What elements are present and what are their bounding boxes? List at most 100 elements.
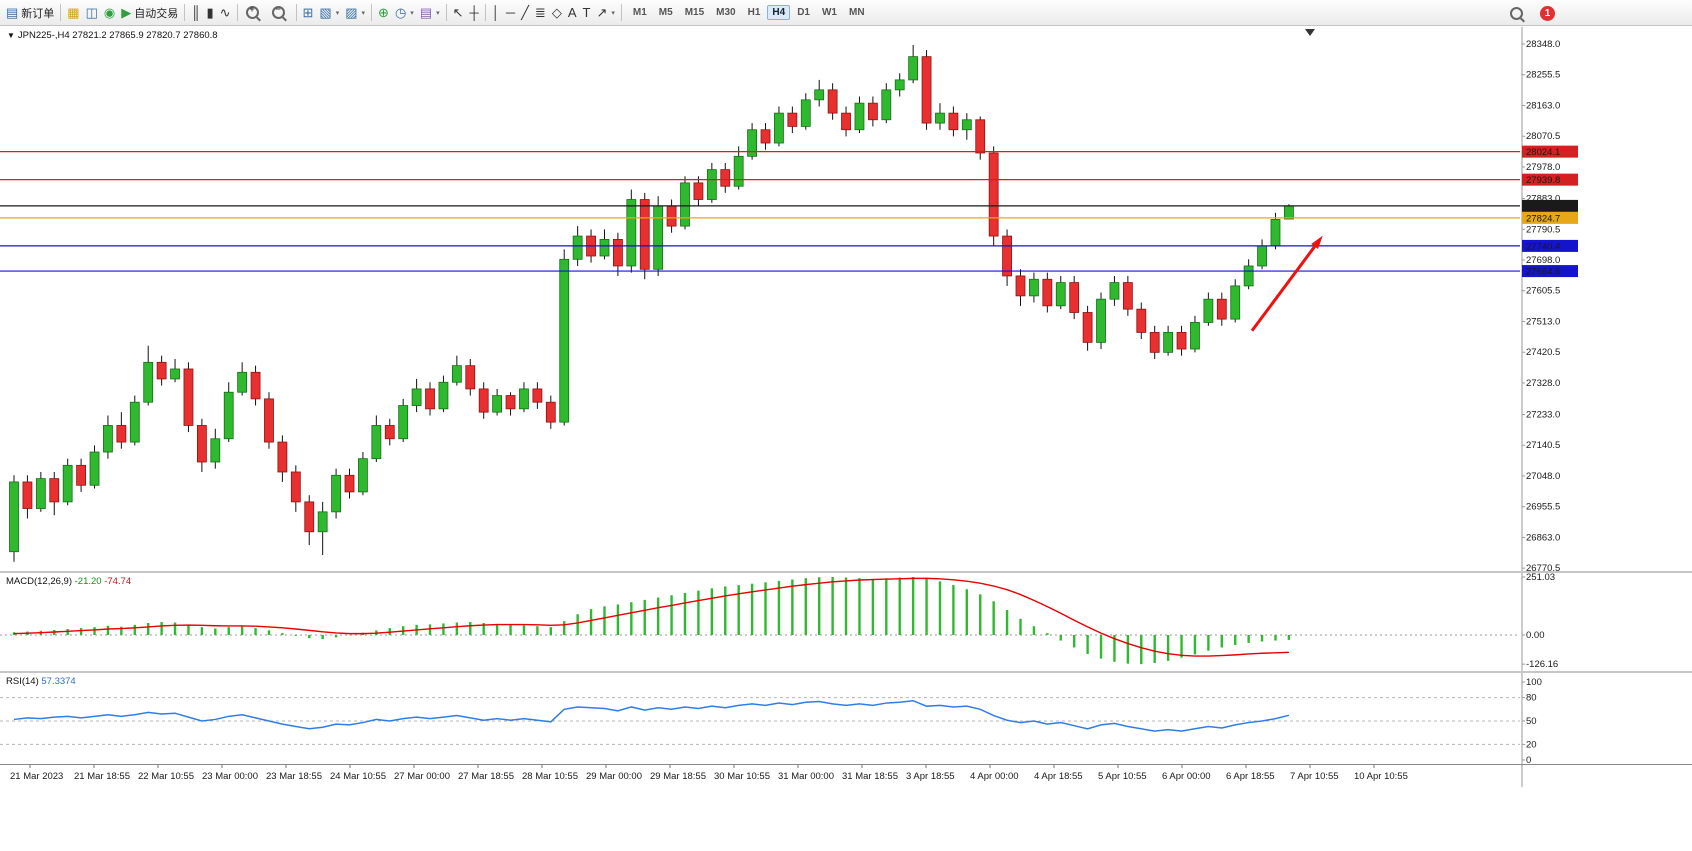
- vertical-line-button[interactable]: │: [489, 3, 503, 23]
- macd-main-value: -21.20: [74, 576, 102, 587]
- svg-text:27740.4: 27740.4: [1526, 241, 1560, 252]
- shapes-button[interactable]: ◇: [549, 3, 565, 23]
- market-watch-button[interactable]: ◫: [83, 3, 101, 23]
- svg-text:6 Apr 18:55: 6 Apr 18:55: [1226, 771, 1275, 782]
- svg-text:251.03: 251.03: [1526, 573, 1555, 583]
- toolbar-separator: [620, 4, 622, 21]
- new-chart-icon: ▧: [319, 4, 332, 20]
- notification-badge[interactable]: 1: [1540, 5, 1555, 21]
- cursor-button[interactable]: ↖: [450, 3, 467, 23]
- svg-text:27140.5: 27140.5: [1526, 440, 1560, 451]
- candlestick-icon: ▮: [206, 4, 214, 20]
- fibonacci-icon: ≣: [534, 4, 546, 20]
- trendline-button[interactable]: ╱: [518, 3, 532, 23]
- chevron-down-icon: ▾: [335, 9, 340, 17]
- svg-text:26770.5: 26770.5: [1526, 563, 1560, 571]
- community-button[interactable]: ◉: [101, 3, 118, 23]
- timeframe-m30-button[interactable]: M30: [716, 7, 736, 18]
- zoom-out-icon: −: [271, 5, 285, 19]
- svg-text:21 Mar 18:55: 21 Mar 18:55: [74, 771, 130, 782]
- toolbar-separator: [295, 4, 297, 21]
- horizontal-line-button[interactable]: ─: [503, 3, 518, 23]
- svg-text:0.00: 0.00: [1526, 630, 1545, 641]
- time-axis[interactable]: 21 Mar 2023 21 Mar 18:55 22 Mar 10:55 23 Ma…: [0, 764, 1692, 787]
- order-form-icon: ▤: [6, 4, 19, 20]
- svg-text:5 Apr 10:55: 5 Apr 10:55: [1098, 771, 1147, 782]
- cursor-icon: ↖: [452, 4, 464, 20]
- line-chart-button[interactable]: ∿: [217, 3, 234, 23]
- new-chart-button[interactable]: ▧ ▾: [316, 3, 342, 23]
- toolbar-separator: [371, 4, 373, 21]
- timeframe-mn-button[interactable]: MN: [848, 7, 865, 18]
- toolbar: ▤ 新订单 ▦ ◫ ◉ ▶ 自动交易 ║ ▮ ∿ + − ⊞ ▧ ▾ ▨ ▾ ⊕ ◷ ▾ ▤ ▾ ↖ ┼ │ ─ ╱ ≣ ◇ A T ↗ ▾ M…: [0, 0, 1692, 26]
- chevron-down-icon: ▾: [410, 9, 414, 17]
- svg-text:27233.0: 27233.0: [1526, 409, 1560, 420]
- symbol-ohlc-text: JPN225-,H4 27821.2 27865.9 27820.7 27860…: [17, 30, 218, 41]
- svg-text:0: 0: [1526, 755, 1531, 764]
- svg-text:4 Apr 18:55: 4 Apr 18:55: [1034, 771, 1083, 782]
- toolbar-separator: [484, 4, 486, 21]
- rsi-indicator-label: RSI(14) 57.3374: [6, 676, 76, 687]
- charts-button[interactable]: ▦: [64, 3, 82, 23]
- rsi-current-value: 57.3374: [41, 676, 76, 687]
- timeframe-h1-button[interactable]: H1: [747, 7, 761, 18]
- rsi-name: RSI(14): [6, 676, 39, 687]
- auto-trading-button[interactable]: ▶ 自动交易: [118, 3, 181, 23]
- zoom-in-button[interactable]: +: [241, 3, 267, 23]
- svg-text:27824.7: 27824.7: [1526, 213, 1560, 224]
- toolbar-right: 1: [1508, 0, 1555, 26]
- crosshair-button[interactable]: ┼: [467, 3, 482, 23]
- macd-panel-canvas[interactable]: 251.03 0.00 -126.16: [0, 573, 1692, 671]
- svg-text:27790.5: 27790.5: [1526, 224, 1560, 235]
- text-label-button[interactable]: T: [580, 3, 594, 23]
- zoom-out-button[interactable]: −: [267, 3, 293, 23]
- symbol-ohlc-label: ▼ JPN225-,H4 27821.2 27865.9 27820.7 2786…: [7, 30, 218, 41]
- svg-text:27513.0: 27513.0: [1526, 316, 1560, 327]
- templates-button[interactable]: ▤ ▾: [417, 3, 443, 23]
- indicators-button[interactable]: ⊕: [375, 3, 392, 23]
- chevron-down-icon: ▾: [361, 9, 366, 17]
- play-icon: ▶: [121, 4, 132, 20]
- profiles-button[interactable]: ▨ ▾: [342, 3, 368, 23]
- svg-text:27883.0: 27883.0: [1526, 194, 1560, 205]
- arrows-button[interactable]: ↗ ▾: [593, 3, 617, 23]
- rsi-panel-canvas[interactable]: 100 80 50 20 0: [0, 673, 1692, 764]
- new-order-button[interactable]: ▤ 新订单: [3, 3, 57, 23]
- timeframe-m5-button[interactable]: M5: [658, 7, 673, 18]
- timeframe-m1-button[interactable]: M1: [632, 7, 647, 18]
- fibonacci-button[interactable]: ≣: [532, 3, 549, 23]
- ohlc-bars-button[interactable]: ║: [188, 3, 203, 23]
- periods-button[interactable]: ◷ ▾: [392, 3, 417, 23]
- timeframe-d1-button[interactable]: D1: [797, 7, 810, 18]
- svg-text:20: 20: [1526, 739, 1537, 750]
- search-icon[interactable]: [1510, 6, 1523, 20]
- svg-text:24 Mar 10:55: 24 Mar 10:55: [330, 771, 386, 782]
- macd-indicator-label: MACD(12,26,9) -21.20 -74.74: [6, 576, 131, 587]
- svg-text:28348.0: 28348.0: [1526, 39, 1560, 50]
- svg-text:80: 80: [1526, 693, 1537, 704]
- svg-text:21 Mar 2023: 21 Mar 2023: [10, 771, 63, 782]
- chevron-down-icon: ▾: [436, 9, 440, 17]
- svg-text:27939.8: 27939.8: [1526, 175, 1560, 186]
- profiles-icon: ▨: [345, 4, 358, 20]
- community-icon: ◉: [103, 4, 116, 20]
- horizontal-line-icon: ─: [505, 4, 516, 20]
- panel-splitter[interactable]: [0, 671, 1692, 673]
- text-button[interactable]: A: [565, 3, 580, 23]
- panel-splitter[interactable]: [0, 571, 1692, 573]
- line-chart-icon: ∿: [219, 4, 231, 20]
- svg-text:23 Mar 00:00: 23 Mar 00:00: [202, 771, 258, 782]
- timeframe-w1-button[interactable]: W1: [821, 7, 837, 18]
- svg-text:27 Mar 18:55: 27 Mar 18:55: [458, 771, 514, 782]
- timeframe-m15-button[interactable]: M15: [684, 7, 705, 18]
- candlesticks-button[interactable]: ▮: [203, 3, 216, 23]
- symbol-dropdown-icon[interactable]: ▼: [7, 31, 15, 40]
- main-chart-canvas[interactable]: 28348.0 28255.5 28163.0 28070.5 27978.0 27883…: [0, 27, 1692, 571]
- svg-text:27698.0: 27698.0: [1526, 255, 1560, 266]
- tile-windows-button[interactable]: ⊞: [300, 3, 317, 23]
- chevron-down-icon: ▾: [611, 9, 615, 17]
- svg-text:26955.5: 26955.5: [1526, 502, 1560, 513]
- timeframe-h4-button[interactable]: H4: [767, 5, 791, 20]
- indicators-icon: ⊕: [378, 4, 389, 20]
